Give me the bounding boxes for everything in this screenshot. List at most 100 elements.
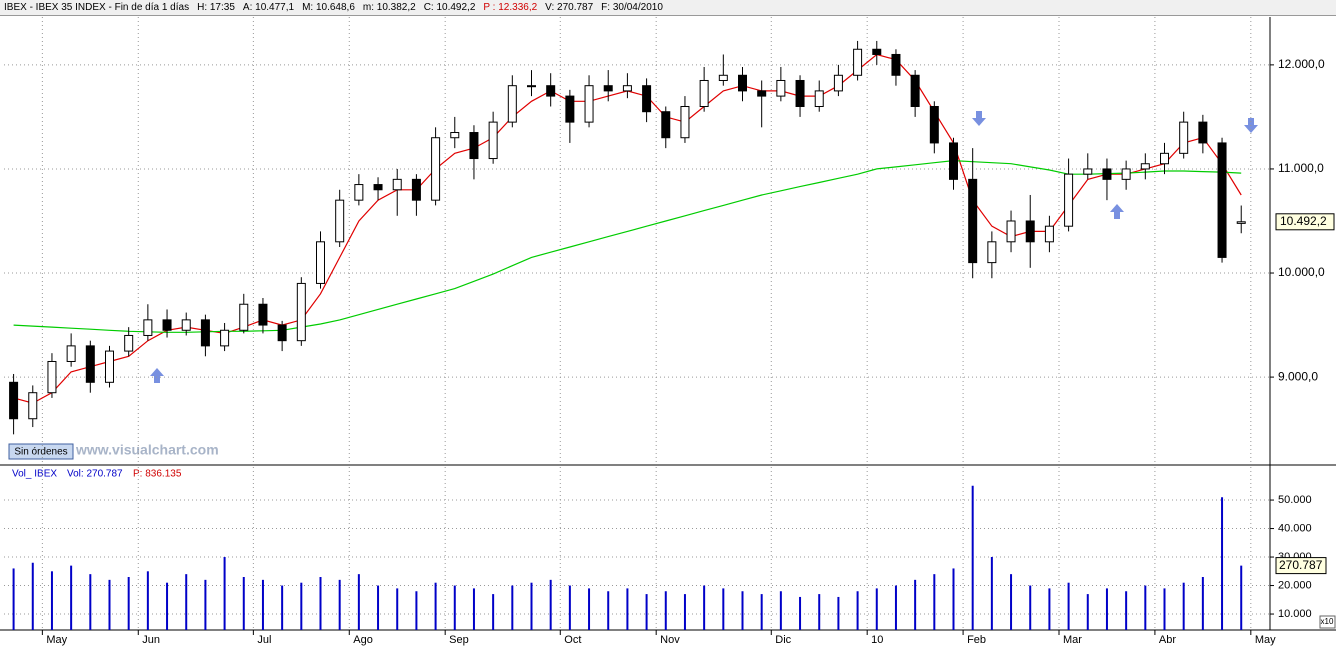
candle-body	[718, 74, 728, 81]
candle-body	[891, 53, 901, 76]
y-tick-label: 9.000,0	[1278, 369, 1318, 383]
candle-body	[47, 360, 57, 394]
candle-body	[392, 178, 402, 191]
candle-body	[1140, 163, 1150, 170]
volume-name: Vol_ IBEX	[12, 469, 57, 480]
y-tick-label: 40.000	[1278, 522, 1312, 534]
x-tick-label: Feb	[967, 634, 986, 646]
candle-body	[833, 74, 843, 92]
candle-body	[565, 95, 575, 123]
candle-body	[929, 106, 939, 144]
toolbar-item: M: 10.648,6	[302, 2, 355, 13]
orders-button[interactable]	[8, 443, 74, 460]
candle-body	[757, 90, 767, 97]
y-tick-label: 10.000	[1278, 608, 1312, 620]
x-tick-label: Dic	[775, 634, 791, 646]
candle-body	[28, 392, 38, 420]
y-tick-label: 12.000,0	[1278, 57, 1325, 71]
y-tick-label: 11.000,0	[1278, 161, 1324, 175]
volume-value: Vol: 270.787	[67, 469, 123, 480]
x-tick-label: May	[1255, 634, 1276, 646]
candle-body	[1179, 121, 1189, 154]
candle-body	[143, 319, 153, 336]
y-tick-label: 20.000	[1278, 579, 1312, 591]
candle-body	[776, 79, 786, 97]
candle-body	[373, 184, 383, 191]
candle-body	[1198, 121, 1208, 144]
multiplier: x10	[1321, 617, 1334, 626]
candle-body	[1044, 225, 1054, 243]
candle-body	[603, 85, 613, 92]
candle-body	[124, 334, 134, 352]
candle-body	[200, 319, 210, 347]
candle-body	[1217, 142, 1227, 258]
candle-body	[872, 48, 882, 55]
toolbar-item: F: 30/04/2010	[601, 2, 663, 13]
toolbar-item: P : 12.336,2	[483, 2, 538, 13]
toolbar-item: H: 17:35	[197, 2, 235, 13]
candle-body	[1006, 220, 1016, 243]
watermark: www.visualchart.com	[75, 442, 219, 458]
candle-body	[795, 79, 805, 108]
x-tick-label: Abr	[1159, 634, 1176, 646]
candle-body	[622, 85, 632, 92]
candle-body	[296, 282, 306, 342]
x-tick-label: Nov	[660, 634, 680, 646]
candle-body	[853, 48, 863, 76]
x-tick-label: Jun	[142, 634, 160, 646]
candle-body	[239, 303, 249, 331]
last-volume-box	[1275, 557, 1327, 575]
candle-body	[411, 178, 421, 201]
candle-body	[162, 319, 172, 331]
toolbar-item: A: 10.477,1	[242, 2, 295, 13]
candle-body	[814, 90, 824, 108]
last-volume: 270.787	[1279, 558, 1323, 572]
candle-body	[1236, 221, 1246, 224]
candle-body	[949, 142, 958, 180]
candle-body	[987, 241, 997, 264]
orders-button-label[interactable]: Sin órdenes	[14, 447, 67, 458]
y-tick-label: 10.000,0	[1278, 265, 1325, 279]
candle-body	[220, 329, 230, 347]
candle-body	[354, 184, 364, 201]
toolbar-item: V: 270.787	[545, 2, 594, 13]
last-price-box	[1275, 213, 1335, 231]
candle-body	[661, 111, 671, 139]
candle-body	[1025, 220, 1035, 243]
x-tick-label: Mar	[1063, 634, 1082, 646]
toolbar: IBEX - IBEX 35 INDEX - Fin de día 1 días…	[0, 0, 1336, 16]
candle-body	[316, 241, 325, 284]
candle-body	[488, 121, 498, 160]
x-tick-label: May	[46, 634, 67, 646]
candle-body	[507, 85, 517, 123]
toolbar-item: C: 10.492,2	[423, 2, 476, 13]
last-price: 10.492,2	[1280, 214, 1327, 228]
candle-body	[1160, 152, 1169, 165]
candle-body	[699, 79, 709, 108]
toolbar-item: IBEX - IBEX 35 INDEX - Fin de día 1 días	[4, 2, 190, 13]
candle-body	[9, 381, 19, 420]
candle-body	[1121, 168, 1131, 180]
candle-body	[469, 132, 479, 160]
candle-body	[1083, 168, 1093, 175]
candle-body	[1102, 168, 1112, 180]
candle-body	[680, 106, 690, 139]
x-tick-label: Sep	[449, 634, 469, 646]
x-tick-label: 10	[871, 634, 883, 646]
candle-body	[450, 132, 460, 139]
volume-peak: P: 836.135	[133, 469, 182, 480]
candle-body	[546, 85, 556, 97]
moving-average	[13, 53, 1242, 404]
moving-average	[13, 159, 1242, 333]
down-arrow	[972, 111, 986, 126]
candle-body	[738, 74, 747, 92]
x-tick-label: Jul	[257, 634, 271, 646]
candle-body	[968, 178, 978, 264]
up-arrow	[150, 368, 164, 383]
candle-body	[105, 350, 114, 383]
x-tick-label: Ago	[353, 634, 373, 646]
candle-body	[527, 85, 536, 88]
up-arrow	[1110, 204, 1124, 219]
